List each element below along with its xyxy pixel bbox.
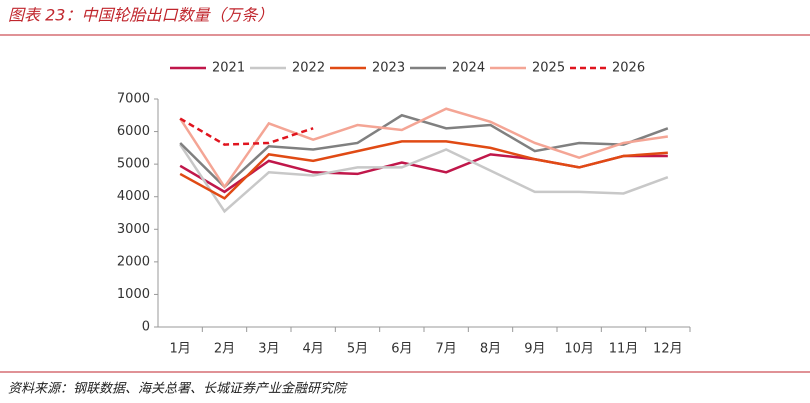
x-tick-label: 9月 [524,342,545,357]
legend-label: 2024 [452,61,485,76]
x-tick-label: 10月 [564,342,594,357]
source-note: 资料来源：钢联数据、海关总署、长城证券产业金融研究院 [8,381,348,397]
x-tick-label: 12月 [653,342,683,357]
y-tick-label: 0 [142,320,150,335]
x-tick-label: 1月 [170,342,191,357]
y-tick-label: 1000 [117,287,150,302]
series-line [179,107,669,190]
y-tick-label: 2000 [117,254,150,269]
y-tick-label: 3000 [117,222,150,237]
y-tick-label: 4000 [117,189,150,204]
x-tick-label: 7月 [436,342,457,357]
series-line [179,143,669,214]
x-tick-label: 5月 [347,342,368,357]
legend-label: 2021 [212,61,245,76]
legend-label: 2026 [612,61,645,76]
series-line [179,140,668,200]
series-line [179,117,314,146]
y-tick-label: 5000 [117,157,150,172]
x-tick-label: 8月 [480,342,501,357]
legend-label: 2022 [292,61,325,76]
series-line [179,113,669,189]
chart-title: 图表 23：中国轮胎出口数量（万条） [8,6,273,25]
legend-label: 2025 [532,61,565,76]
x-tick-label: 11月 [609,342,639,357]
legend-label: 2023 [372,61,405,76]
x-tick-label: 2月 [214,342,235,357]
y-tick-label: 6000 [117,124,150,139]
x-tick-label: 6月 [391,342,412,357]
x-tick-label: 3月 [258,342,279,357]
y-tick-label: 7000 [117,92,150,107]
x-tick-label: 4月 [303,342,324,357]
